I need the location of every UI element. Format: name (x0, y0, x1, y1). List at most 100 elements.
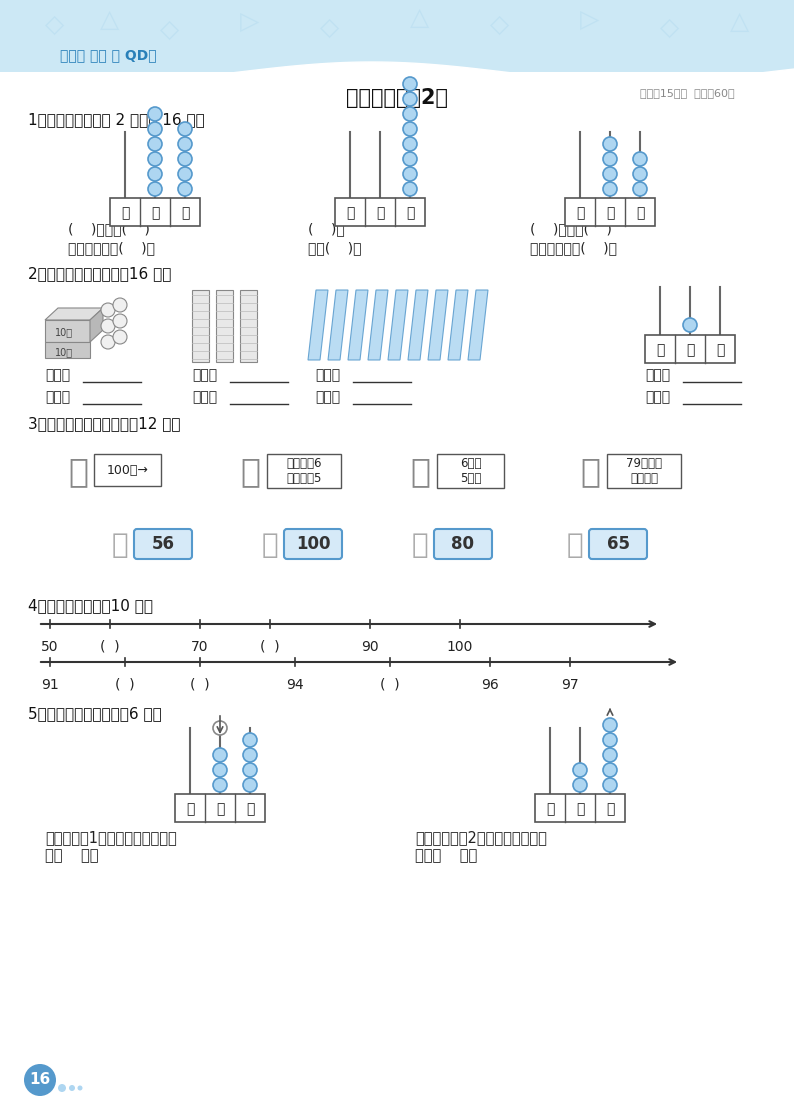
Polygon shape (45, 342, 90, 358)
Text: 十是(    )。: 十是( )。 (308, 241, 361, 255)
Circle shape (148, 107, 162, 121)
Circle shape (243, 778, 257, 792)
Bar (0, 0, 794, 72)
Text: 十: 十 (576, 802, 584, 815)
Text: 100: 100 (295, 535, 330, 553)
Text: 50: 50 (41, 641, 59, 654)
Circle shape (603, 167, 617, 180)
Text: 百: 百 (545, 802, 554, 815)
Circle shape (101, 303, 115, 317)
FancyBboxPatch shape (437, 455, 504, 488)
Circle shape (213, 778, 227, 792)
Text: 90: 90 (361, 641, 379, 654)
Text: 数是（    ）。: 数是（ ）。 (415, 848, 477, 863)
Bar (192, 290, 209, 362)
Text: 百: 百 (656, 343, 665, 356)
Circle shape (213, 747, 227, 762)
Text: 10个: 10个 (55, 346, 73, 356)
Polygon shape (308, 290, 328, 360)
Circle shape (178, 167, 192, 180)
Circle shape (603, 778, 617, 792)
Text: 个一合起来是(    )。: 个一合起来是( )。 (530, 241, 617, 255)
Polygon shape (348, 290, 368, 360)
Text: 16: 16 (29, 1073, 51, 1087)
Circle shape (213, 763, 227, 776)
Polygon shape (448, 290, 468, 360)
Text: 4．按顺序填数。（10 分）: 4．按顺序填数。（10 分） (28, 598, 153, 613)
Text: △: △ (410, 6, 430, 30)
Text: 十: 十 (376, 206, 384, 219)
Circle shape (148, 167, 162, 180)
Circle shape (403, 107, 417, 121)
Text: △: △ (730, 10, 750, 35)
Text: 个: 个 (716, 343, 724, 356)
Circle shape (633, 167, 647, 180)
Circle shape (603, 182, 617, 196)
Circle shape (178, 152, 192, 166)
Text: 79后面的
第一个数: 79后面的 第一个数 (626, 457, 662, 485)
Text: (    )个十和(    ): ( )个十和( ) (530, 222, 612, 236)
Circle shape (178, 182, 192, 196)
Text: ◇: ◇ (320, 16, 340, 40)
Text: 个: 个 (181, 206, 189, 219)
Circle shape (403, 152, 417, 166)
Text: 写作：: 写作： (315, 368, 340, 382)
Polygon shape (90, 307, 103, 342)
Text: ◇: ◇ (160, 18, 179, 42)
Circle shape (603, 747, 617, 762)
Text: 🦌: 🦌 (68, 455, 88, 488)
FancyBboxPatch shape (284, 529, 342, 559)
Circle shape (403, 123, 417, 136)
FancyBboxPatch shape (607, 455, 681, 488)
Text: (    )个: ( )个 (308, 222, 345, 236)
Circle shape (213, 721, 227, 735)
Text: 1．填一填。（每空 2 分，公 16 分）: 1．填一填。（每空 2 分，公 16 分） (28, 113, 205, 127)
Text: (    )个十和(    ): ( )个十和( ) (68, 222, 150, 236)
Text: 个: 个 (246, 802, 254, 815)
Polygon shape (428, 290, 448, 360)
FancyBboxPatch shape (434, 529, 492, 559)
Text: 十: 十 (216, 802, 224, 815)
Circle shape (243, 733, 257, 747)
Circle shape (101, 335, 115, 349)
Circle shape (403, 167, 417, 180)
Text: 个一合起来是(    )。: 个一合起来是( )。 (68, 241, 155, 255)
Text: ◇: ◇ (45, 13, 64, 37)
Bar (645, 335, 735, 363)
FancyBboxPatch shape (589, 529, 647, 559)
Text: 百: 百 (576, 206, 584, 219)
Text: 写作：: 写作： (645, 368, 670, 382)
Text: 100: 100 (447, 641, 473, 654)
Text: 个位上是6
十位上是5: 个位上是6 十位上是5 (287, 457, 322, 485)
Text: 十: 十 (606, 206, 615, 219)
Circle shape (633, 152, 647, 166)
Text: (  ): ( ) (380, 678, 400, 692)
Text: 🐇: 🐇 (240, 455, 260, 488)
Circle shape (113, 314, 127, 328)
Circle shape (78, 1085, 83, 1091)
Bar (216, 290, 233, 362)
Text: 个: 个 (636, 206, 644, 219)
Circle shape (603, 719, 617, 732)
Circle shape (603, 733, 617, 747)
Text: 🐈: 🐈 (410, 455, 430, 488)
Polygon shape (408, 290, 428, 360)
Text: 3．找朋友。（连一连）（12 分）: 3．找朋友。（连一连）（12 分） (28, 416, 180, 431)
Bar (335, 198, 425, 226)
Text: 97: 97 (561, 678, 579, 692)
Text: 是（    ）。: 是（ ）。 (45, 848, 98, 863)
Text: 读作：: 读作： (645, 390, 670, 404)
Circle shape (113, 330, 127, 344)
Circle shape (403, 92, 417, 106)
Polygon shape (368, 290, 388, 360)
Polygon shape (45, 307, 103, 320)
Text: 94: 94 (286, 678, 304, 692)
FancyBboxPatch shape (134, 529, 192, 559)
Text: 10个: 10个 (55, 328, 73, 338)
Circle shape (573, 763, 587, 776)
Text: △: △ (100, 8, 120, 32)
Circle shape (148, 123, 162, 136)
Text: 从个位上拿掉2个珠子后，表示的: 从个位上拿掉2个珠子后，表示的 (415, 830, 547, 846)
Circle shape (113, 299, 127, 312)
Text: 写作：: 写作： (192, 368, 217, 382)
